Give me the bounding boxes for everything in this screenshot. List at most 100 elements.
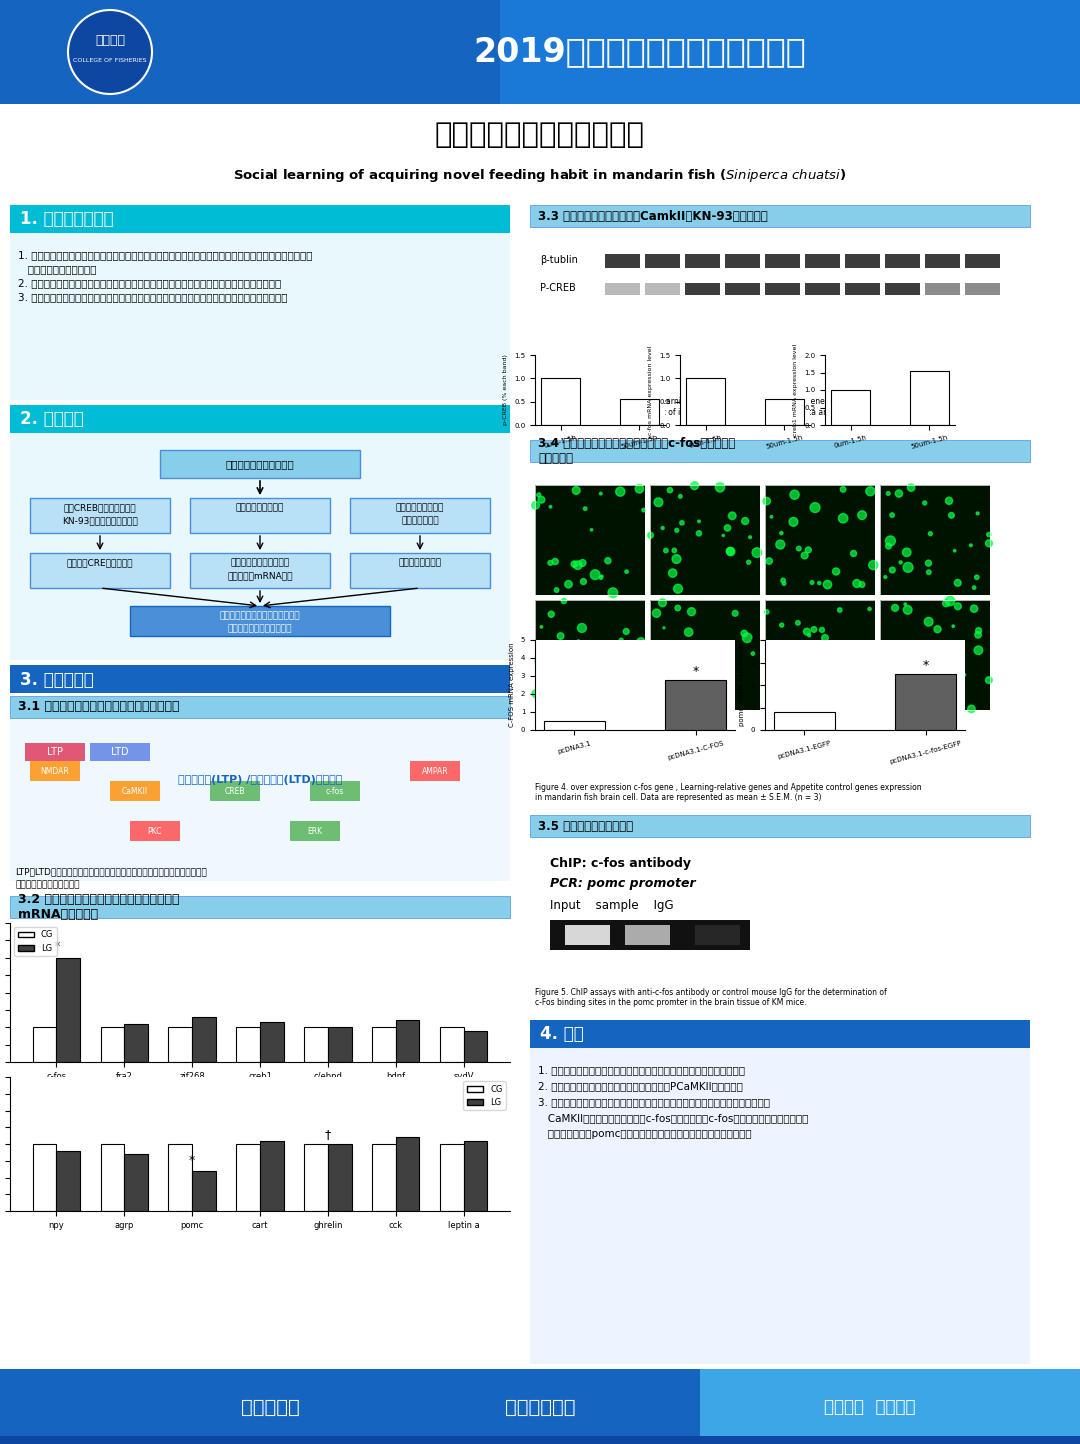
Circle shape (789, 490, 799, 500)
Circle shape (625, 570, 629, 573)
Circle shape (717, 660, 725, 669)
Bar (805, 254, 840, 269)
Text: 长时程增强(LTP) /长时程抑制(LTD)信号通路: 长时程增强(LTP) /长时程抑制(LTD)信号通路 (178, 775, 342, 786)
Circle shape (623, 628, 630, 634)
Circle shape (775, 540, 785, 549)
Circle shape (562, 690, 565, 693)
Circle shape (818, 582, 821, 585)
Circle shape (820, 627, 824, 632)
Text: AMPAR: AMPAR (421, 767, 448, 775)
Y-axis label: C-FOS mRNA expression: C-FOS mRNA expression (510, 643, 515, 728)
Circle shape (675, 676, 685, 684)
Text: CaMKII信号通路激活后，刺激c-fos基因表达，而c-fos作为一个重要的转录因子，: CaMKII信号通路激活后，刺激c-fos基因表达，而c-fos作为一个重要的转… (538, 1113, 808, 1123)
Circle shape (573, 560, 582, 569)
Bar (10, 433, 510, 660)
Circle shape (566, 683, 571, 689)
Circle shape (873, 666, 876, 669)
Text: 利用CREB上游因子抑制剂: 利用CREB上游因子抑制剂 (64, 504, 136, 513)
Circle shape (679, 521, 684, 526)
Bar (395, 1138, 419, 1212)
Circle shape (562, 598, 566, 604)
Bar (765, 485, 875, 595)
Bar (909, 371, 949, 425)
Bar (310, 781, 360, 801)
Circle shape (741, 630, 747, 637)
Text: ChIP: c-fos antibody: ChIP: c-fos antibody (550, 856, 691, 869)
Text: 1. 研究背景及意义: 1. 研究背景及意义 (21, 209, 113, 228)
Bar (885, 254, 920, 269)
Circle shape (635, 485, 644, 492)
Bar (10, 918, 510, 1226)
Text: COLLEGE OF FISHERIES: COLLEGE OF FISHERIES (73, 58, 147, 62)
Text: 染色质免疫共沉淀: 染色质免疫共沉淀 (399, 559, 442, 567)
Circle shape (531, 690, 539, 697)
Circle shape (833, 567, 839, 575)
Circle shape (557, 632, 564, 640)
Bar (650, 485, 760, 595)
Bar (100, 1027, 124, 1061)
Text: 鳜鱼驯食相关学习记忆研究: 鳜鱼驯食相关学习记忆研究 (435, 121, 645, 149)
Circle shape (906, 676, 909, 679)
Text: 2019年研究生学术年会科研墙报: 2019年研究生学术年会科研墙报 (474, 36, 807, 68)
Bar (168, 1027, 192, 1061)
Bar (350, 553, 490, 588)
Text: 忆在鳜鱼驯食发挥重要作用: 忆在鳜鱼驯食发挥重要作用 (15, 879, 80, 890)
Text: 1. 社会学习在获得新的觅食技能和食物偏好方面扮演着重要的角色。然而，鱼类通过社会学习获得新食性: 1. 社会学习在获得新的觅食技能和食物偏好方面扮演着重要的角色。然而，鱼类通过社… (18, 250, 312, 260)
Circle shape (955, 602, 961, 609)
Circle shape (715, 482, 725, 492)
Circle shape (680, 689, 687, 696)
Bar (328, 1144, 352, 1212)
Circle shape (669, 569, 677, 578)
Circle shape (853, 579, 861, 588)
Text: 3. 结果与分析: 3. 结果与分析 (21, 671, 94, 689)
Bar (605, 254, 640, 269)
Circle shape (780, 531, 783, 534)
Bar (765, 254, 800, 269)
Bar (880, 601, 990, 710)
Bar (260, 1022, 284, 1061)
Circle shape (887, 679, 893, 686)
Circle shape (698, 520, 700, 523)
Text: 检测鳜鱼记忆及食欲相关: 检测鳜鱼记忆及食欲相关 (230, 559, 289, 567)
Circle shape (676, 680, 678, 683)
Circle shape (729, 679, 734, 683)
Circle shape (827, 670, 833, 676)
Circle shape (975, 628, 982, 634)
Circle shape (621, 693, 623, 696)
Text: 检测鳜鱼CRE的活化水平: 检测鳜鱼CRE的活化水平 (67, 559, 133, 567)
Circle shape (783, 703, 787, 709)
Text: 2. 活体及细胞水平发现，鳜鱼学习摄食死饵与PCaMKII通路相关。: 2. 活体及细胞水平发现，鳜鱼学习摄食死饵与PCaMKII通路相关。 (538, 1082, 743, 1092)
Circle shape (636, 670, 642, 674)
Text: LTD: LTD (111, 747, 129, 757)
Bar (291, 822, 340, 840)
Text: 水产学院: 水产学院 (95, 33, 125, 46)
Circle shape (826, 670, 831, 676)
Bar (124, 1024, 148, 1061)
Circle shape (863, 697, 870, 705)
Circle shape (808, 634, 811, 637)
Bar (765, 283, 800, 295)
Circle shape (847, 674, 853, 682)
Text: PCR: pomc promoter: PCR: pomc promoter (550, 877, 696, 890)
Circle shape (904, 604, 906, 605)
Circle shape (811, 627, 816, 632)
Text: 基因蛋白、mRNA水平: 基因蛋白、mRNA水平 (227, 572, 293, 580)
Text: 奖项：一等奖: 奖项：一等奖 (504, 1398, 576, 1417)
Bar (696, 926, 740, 944)
Bar (530, 838, 1030, 1015)
Circle shape (552, 559, 558, 565)
Circle shape (659, 645, 664, 650)
Circle shape (718, 684, 728, 695)
Circle shape (974, 575, 978, 579)
Bar (30, 761, 80, 781)
Bar (190, 553, 330, 588)
Circle shape (565, 580, 572, 588)
Circle shape (798, 696, 806, 703)
Circle shape (616, 487, 625, 497)
Circle shape (663, 627, 665, 628)
Circle shape (895, 490, 903, 497)
Text: 学习记忆基因及食欲: 学习记忆基因及食欲 (395, 504, 444, 513)
Circle shape (971, 605, 977, 612)
Circle shape (976, 513, 980, 516)
Circle shape (840, 487, 846, 492)
